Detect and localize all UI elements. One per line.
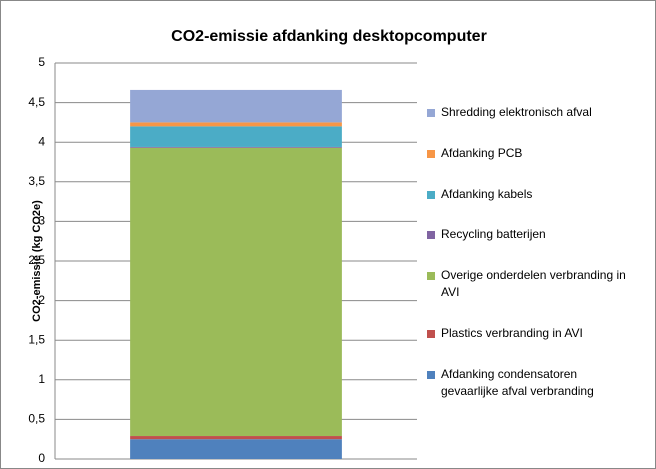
y-tick-label: 0,5 xyxy=(28,412,45,426)
legend-label: Afdanking kabels xyxy=(441,186,533,201)
y-tick-label: 5 xyxy=(38,55,45,69)
y-tick-label: 1,5 xyxy=(28,332,45,346)
y-tick-label: 0 xyxy=(38,451,45,465)
legend-item: Recycling batterijen xyxy=(427,227,642,243)
legend-item: Afdanking kabels xyxy=(427,186,642,203)
bar-segment xyxy=(130,146,342,148)
legend-swatch xyxy=(427,231,435,240)
legend-item: Overige onderdelen verbranding in AVI xyxy=(427,268,642,301)
bar-segment xyxy=(130,126,342,147)
legend: Shredding elektronisch afval Afdanking PC… xyxy=(427,93,642,413)
legend-swatch xyxy=(427,370,435,379)
bar-segment xyxy=(130,122,342,127)
legend-label: Recycling batterijen xyxy=(441,227,546,242)
legend-label: Afdanking PCB xyxy=(441,145,523,160)
bar-segment xyxy=(130,89,342,123)
legend-label: Afdanking condensatoren gevaarlijke afva… xyxy=(441,366,594,398)
legend-item: Afdanking PCB xyxy=(427,145,642,162)
legend-item: Plastics verbranding in AVI xyxy=(427,326,642,342)
legend-swatch xyxy=(427,149,435,158)
legend-swatch xyxy=(427,330,435,339)
legend-item: Afdanking condensatoren gevaarlijke afva… xyxy=(427,366,642,400)
legend-swatch xyxy=(427,272,435,281)
legend-label: Shredding elektronisch afval xyxy=(441,104,592,119)
legend-item: Shredding elektronisch afval xyxy=(427,104,642,121)
legend-label: Plastics verbranding in AVI xyxy=(441,326,583,341)
y-tick-label: 4,5 xyxy=(28,95,45,109)
chart-title: CO2-emissie afdanking desktopcomputer xyxy=(171,28,487,45)
y-tick-label: 3 xyxy=(38,214,45,228)
legend-label: Overige onderdelen verbranding in AVI xyxy=(441,268,626,300)
y-tick-label: 3,5 xyxy=(28,174,45,188)
bar-segment xyxy=(130,439,342,459)
y-tick-label: 2 xyxy=(38,293,45,307)
y-tick-label: 4 xyxy=(38,134,45,148)
y-axis-label: CO2-emissie (kg CO2e) xyxy=(31,200,43,322)
bar-segment xyxy=(130,436,342,440)
legend-swatch xyxy=(427,190,435,199)
y-tick-label: 2,5 xyxy=(28,253,45,267)
bar-segment xyxy=(130,147,342,437)
y-tick-label: 1 xyxy=(38,372,45,386)
legend-swatch xyxy=(427,108,435,117)
